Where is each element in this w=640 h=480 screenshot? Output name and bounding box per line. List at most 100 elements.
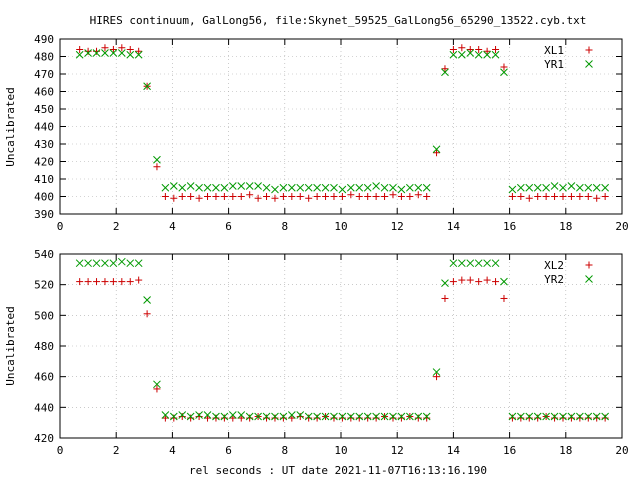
data-point — [135, 47, 143, 55]
data-point — [101, 44, 109, 52]
data-point — [153, 155, 161, 164]
x-tick-label: 0 — [57, 444, 64, 457]
data-point — [466, 49, 475, 57]
data-point — [364, 414, 372, 422]
data-point — [117, 49, 126, 57]
data-point — [212, 183, 220, 192]
data-point — [229, 414, 237, 422]
data-point — [254, 194, 262, 202]
data-point — [237, 193, 245, 200]
data-point — [567, 414, 575, 422]
data-point — [220, 193, 228, 200]
data-point — [584, 414, 592, 422]
legend-label: YR2 — [544, 273, 564, 286]
data-point — [187, 193, 195, 200]
data-point — [313, 414, 321, 422]
data-point — [246, 414, 254, 422]
data-point — [414, 183, 423, 192]
data-point — [84, 259, 92, 268]
data-point — [313, 412, 321, 421]
data-point — [449, 278, 457, 286]
x-tick-label: 8 — [281, 220, 288, 233]
y-tick-label: 410 — [34, 173, 54, 186]
data-point — [441, 65, 449, 73]
y-tick-label: 480 — [34, 340, 54, 353]
data-point — [203, 411, 212, 419]
data-point — [330, 412, 338, 421]
data-point — [525, 183, 534, 192]
data-point — [508, 185, 517, 194]
data-point — [517, 414, 525, 422]
data-point — [178, 183, 187, 192]
y-tick-label: 460 — [34, 371, 54, 384]
data-point — [474, 50, 483, 59]
data-point — [109, 49, 118, 57]
y-tick-label: 430 — [34, 138, 54, 151]
data-point — [296, 193, 304, 200]
series-xl2 — [76, 276, 609, 422]
data-point — [576, 414, 584, 422]
data-point — [229, 193, 237, 200]
data-point — [246, 191, 254, 199]
data-point — [422, 183, 431, 192]
data-point — [118, 278, 126, 286]
y-tick-label: 460 — [34, 86, 54, 99]
data-point — [296, 413, 304, 421]
y-tick-label: 470 — [34, 68, 54, 81]
data-point — [525, 412, 534, 421]
data-point — [559, 414, 567, 422]
data-point — [338, 193, 346, 200]
data-point — [592, 412, 601, 421]
data-point — [584, 183, 593, 192]
data-point — [109, 46, 117, 53]
data-point — [441, 294, 449, 302]
data-point — [220, 414, 228, 422]
data-point — [380, 412, 389, 421]
data-point — [559, 193, 567, 200]
data-point — [271, 414, 279, 422]
data-point — [525, 414, 533, 422]
data-point — [483, 259, 491, 268]
data-point — [169, 182, 178, 190]
y-tick-label: 490 — [34, 33, 54, 46]
data-point — [475, 278, 483, 286]
data-point — [220, 183, 229, 192]
data-point — [220, 412, 229, 421]
series-xl1 — [76, 44, 609, 202]
data-point — [195, 183, 203, 192]
data-point — [186, 412, 195, 421]
y-tick-label: 420 — [34, 156, 54, 169]
data-point — [204, 193, 212, 200]
data-point — [458, 276, 466, 284]
data-point — [575, 412, 584, 421]
data-point — [338, 412, 347, 421]
data-point — [287, 183, 296, 192]
data-point — [321, 412, 330, 421]
data-point — [500, 277, 508, 286]
y-tick-label: 520 — [34, 279, 54, 292]
data-point — [304, 412, 313, 421]
bottom-panel: 0 2 4 6 8 10 12 14 16 18 20 420 440 460 480 500 520 540 XL… — [34, 248, 629, 457]
data-point — [483, 50, 491, 59]
data-point — [422, 412, 431, 421]
data-point — [245, 182, 254, 190]
data-point — [355, 412, 364, 421]
data-point — [576, 193, 584, 200]
data-point — [237, 182, 246, 190]
data-point — [195, 411, 203, 419]
data-point — [406, 193, 414, 200]
data-point — [355, 414, 363, 422]
data-point — [449, 46, 457, 53]
data-point — [304, 183, 313, 192]
data-point — [559, 183, 567, 192]
data-point — [153, 385, 161, 393]
data-point — [364, 193, 372, 200]
data-point — [161, 183, 170, 192]
data-point — [262, 412, 271, 421]
data-point — [347, 191, 355, 199]
data-point — [601, 183, 609, 192]
y-tick-label: 440 — [34, 121, 54, 134]
data-point — [433, 149, 441, 157]
data-point — [143, 82, 151, 91]
